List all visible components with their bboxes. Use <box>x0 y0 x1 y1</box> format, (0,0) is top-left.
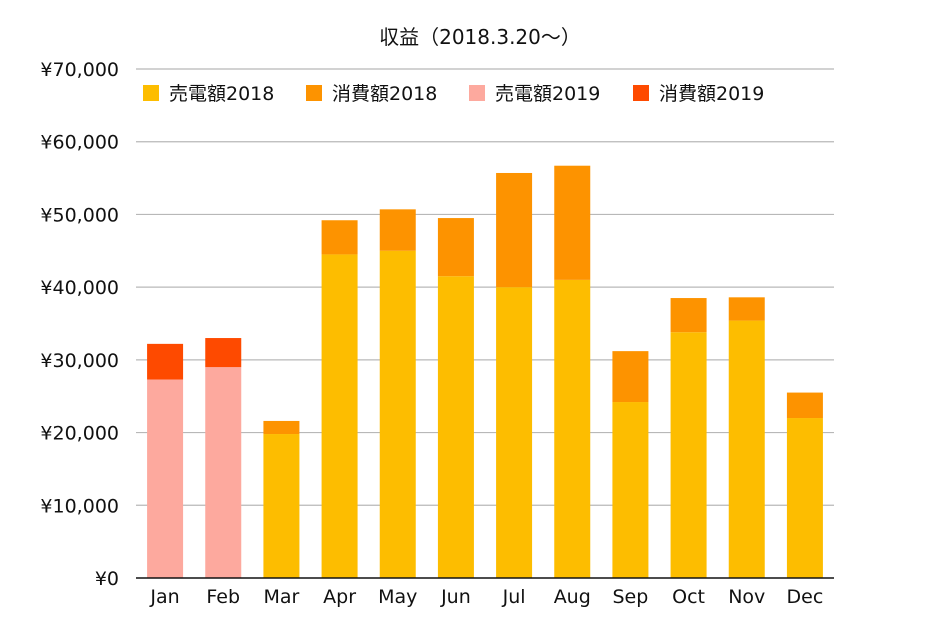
legend-item: 消費額2019 <box>633 83 764 105</box>
y-axis: ¥0 ¥10,000 ¥20,000 ¥30,000 ¥40,000 ¥50,000 ¥60… <box>40 59 119 590</box>
x-tick-label: Mar <box>263 586 299 608</box>
y-tick-label: ¥60,000 <box>40 132 119 154</box>
bar-segment <box>205 367 242 578</box>
bar-segment <box>321 220 358 255</box>
legend-swatch <box>143 85 159 101</box>
bar-segment <box>379 250 416 579</box>
bar-segment <box>786 418 823 578</box>
gridlines <box>136 68 834 506</box>
legend-item: 売電額2019 <box>469 83 600 105</box>
bar-segment <box>147 379 184 578</box>
x-tick-label: Dec <box>787 586 824 608</box>
legend-label: 消費額2018 <box>332 83 437 105</box>
bars <box>147 165 823 579</box>
x-tick-label: Jun <box>440 586 471 608</box>
y-tick-label: ¥10,000 <box>40 495 119 517</box>
bar-segment <box>437 218 474 277</box>
bar-segment <box>496 287 533 578</box>
bar-segment <box>379 209 416 251</box>
legend-item: 売電額2018 <box>143 83 274 105</box>
x-tick-label: May <box>378 586 417 608</box>
bar-segment <box>263 434 300 578</box>
legend-label: 消費額2019 <box>659 83 764 105</box>
legend-label: 売電額2019 <box>495 83 600 105</box>
x-tick-label: Oct <box>672 586 705 608</box>
legend-swatch <box>469 85 485 101</box>
bar-segment <box>670 332 707 578</box>
y-tick-label: ¥0 <box>95 568 119 590</box>
y-tick-label: ¥20,000 <box>40 423 119 445</box>
bar-segment <box>728 320 765 578</box>
bar-segment <box>728 297 765 321</box>
x-tick-label: Aug <box>554 586 591 608</box>
y-tick-label: ¥30,000 <box>40 350 119 372</box>
x-tick-label: Jan <box>149 586 179 608</box>
legend: 売電額2018 消費額2018 売電額2019 消費額2019 <box>143 83 764 105</box>
x-tick-label: Sep <box>613 586 649 608</box>
legend-item: 消費額2018 <box>306 83 437 105</box>
x-axis: Jan Feb Mar Apr May Jun Jul Aug Sep Oct Nov Dec <box>136 577 834 608</box>
y-tick-label: ¥50,000 <box>40 204 119 226</box>
bar-segment <box>263 420 300 435</box>
y-tick-label: ¥70,000 <box>40 59 119 81</box>
bar-segment <box>554 279 591 578</box>
bar-segment <box>437 276 474 578</box>
bar-segment <box>496 172 533 288</box>
bar-segment <box>786 392 823 419</box>
bar-segment <box>554 165 591 280</box>
bar-segment <box>670 298 707 333</box>
bar-segment <box>612 351 649 403</box>
bar-segment <box>205 338 242 368</box>
legend-label: 売電額2018 <box>169 83 274 105</box>
bar-segment <box>147 343 184 380</box>
bar-segment <box>321 254 358 578</box>
x-tick-label: Feb <box>206 586 240 608</box>
bar-segment <box>612 402 649 578</box>
legend-swatch <box>306 85 322 101</box>
x-tick-label: Jul <box>502 586 526 608</box>
x-tick-label: Nov <box>728 586 765 608</box>
legend-swatch <box>633 85 649 101</box>
y-tick-label: ¥40,000 <box>40 277 119 299</box>
x-tick-label: Apr <box>323 586 356 608</box>
chart-title: 収益（2018.3.20～） <box>379 25 581 49</box>
